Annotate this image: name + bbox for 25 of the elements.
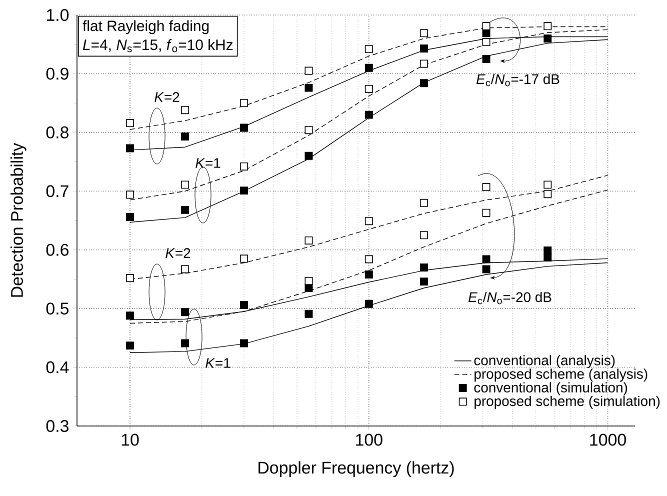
annotation: flat Rayleigh fading [82, 20, 209, 34]
y-tick-label: 0.5 [46, 302, 69, 315]
y-axis-title: Detection Probability [10, 142, 26, 297]
annotation: K=1 [206, 358, 230, 368]
annotation: K=1 [196, 158, 220, 168]
annotation: K=2 [166, 248, 190, 258]
y-tick-label: 1.0 [46, 9, 69, 21]
legend-label: conventional (analysis) [474, 355, 615, 368]
annotation: L=4, N$_{s}$=15, f$_{o}$=10 kHz [82, 39, 233, 52]
annotation: K=2 [154, 92, 180, 102]
x-tick-label: 100 [356, 434, 382, 446]
y-tick-label: 0.8 [46, 126, 68, 138]
y-tick-label: 0.9 [46, 68, 68, 80]
annotation: E$_{c}$/N$_{o}$=-17 dB [476, 74, 560, 86]
x-axis-title: Doppler Frequency (hertz) [258, 461, 454, 478]
x-tick-label: 10 [122, 434, 139, 446]
legend-label: conventional (simulation) [474, 382, 628, 396]
legend-label: proposed scheme (simulation) [474, 396, 660, 409]
y-tick-label: 0.7 [46, 185, 68, 198]
x-tick-label: 1000 [590, 434, 626, 446]
annotation: E$_{c}$/N$_{o}$=-20 dB [468, 292, 552, 304]
y-tick-label: 0.3 [46, 420, 68, 432]
y-tick-label: 0.6 [46, 244, 68, 256]
y-tick-label: 0.4 [46, 361, 69, 374]
legend-label: proposed scheme (analysis) [474, 368, 648, 382]
